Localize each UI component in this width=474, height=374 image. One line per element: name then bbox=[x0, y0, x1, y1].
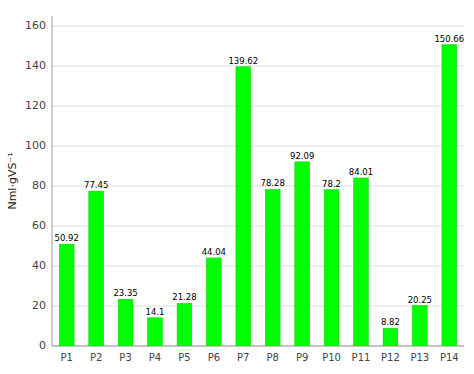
data-label: 150.66 bbox=[434, 34, 464, 44]
x-tick-label: P14 bbox=[440, 352, 459, 363]
y-tick-label: 80 bbox=[32, 179, 46, 192]
bar bbox=[265, 189, 280, 346]
x-tick-label: P5 bbox=[178, 352, 190, 363]
bar bbox=[207, 258, 222, 346]
grid-line bbox=[52, 186, 464, 187]
grid-line bbox=[52, 26, 464, 27]
bar bbox=[295, 162, 310, 346]
data-label: 78.28 bbox=[261, 178, 285, 188]
data-label: 139.62 bbox=[228, 56, 258, 66]
x-tick-label: P4 bbox=[149, 352, 161, 363]
data-label: 78.2 bbox=[322, 179, 341, 189]
x-axis: P1 P2 P3 P4 P5 P6 P7 P8 P9 P10 P11 P12 P13 P14 bbox=[61, 352, 459, 363]
grid bbox=[52, 26, 464, 346]
y-tick-label: 20 bbox=[32, 299, 46, 312]
y-tick-label: 40 bbox=[32, 259, 46, 272]
x-axis-line bbox=[52, 346, 464, 347]
x-tick-label: P11 bbox=[352, 352, 371, 363]
data-labels: 50.9277.4523.3514.121.2844.04139.6278.28… bbox=[55, 34, 465, 328]
grid-line bbox=[52, 106, 464, 107]
y-tick-label: 120 bbox=[25, 99, 46, 112]
chart: 0 20 40 60 80 100 120 140 160 50.92 77.45 23.35 14.1… bbox=[0, 0, 474, 374]
y-tick-label: 0 bbox=[39, 339, 46, 352]
data-label: 8.82 bbox=[381, 317, 400, 327]
bar bbox=[89, 191, 104, 346]
bar bbox=[59, 244, 74, 346]
data-label: 92.09 bbox=[290, 151, 314, 161]
data-label: 77.45 bbox=[84, 180, 108, 190]
bar bbox=[148, 318, 163, 346]
x-tick-label: P12 bbox=[381, 352, 400, 363]
data-label: 84.01 bbox=[349, 167, 373, 177]
bar bbox=[442, 45, 457, 346]
bar bbox=[118, 299, 133, 346]
y-tick-label: 160 bbox=[25, 19, 46, 32]
bar bbox=[354, 178, 369, 346]
bar bbox=[177, 303, 192, 346]
x-tick-label: P1 bbox=[61, 352, 73, 363]
y-axis-line bbox=[52, 16, 53, 346]
y-axis-label: Nml·gVS⁻¹ bbox=[6, 152, 19, 209]
x-tick-label: P10 bbox=[322, 352, 341, 363]
data-label: 14.1 bbox=[146, 307, 165, 317]
grid-line bbox=[52, 306, 464, 307]
data-label: 44.04 bbox=[202, 247, 226, 257]
x-tick-label: P8 bbox=[267, 352, 279, 363]
y-tick-label: 100 bbox=[25, 139, 46, 152]
y-axis: 0 20 40 60 80 100 120 140 160 bbox=[25, 19, 46, 352]
x-tick-label: P7 bbox=[237, 352, 249, 363]
x-tick-label: P6 bbox=[208, 352, 220, 363]
data-label: 20.25 bbox=[408, 295, 432, 305]
data-label: 23.35 bbox=[113, 288, 137, 298]
grid-line bbox=[52, 226, 464, 227]
bar bbox=[324, 190, 339, 346]
y-tick-label: 140 bbox=[25, 59, 46, 72]
x-tick-label: P13 bbox=[410, 352, 429, 363]
bar bbox=[383, 328, 398, 346]
bars bbox=[59, 45, 456, 346]
x-tick-label: P2 bbox=[90, 352, 102, 363]
y-tick-label: 60 bbox=[32, 219, 46, 232]
bar bbox=[413, 306, 428, 347]
x-tick-label: P3 bbox=[119, 352, 131, 363]
x-tick-label: P9 bbox=[296, 352, 308, 363]
grid-line bbox=[52, 346, 464, 347]
data-label: 21.28 bbox=[172, 292, 196, 302]
data-label: 50.92 bbox=[55, 233, 79, 243]
bar bbox=[236, 67, 251, 346]
grid-line bbox=[52, 266, 464, 267]
chart-container: 0 20 40 60 80 100 120 140 160 50.92 77.45 23.35 14.1… bbox=[0, 0, 474, 374]
grid-line bbox=[52, 146, 464, 147]
